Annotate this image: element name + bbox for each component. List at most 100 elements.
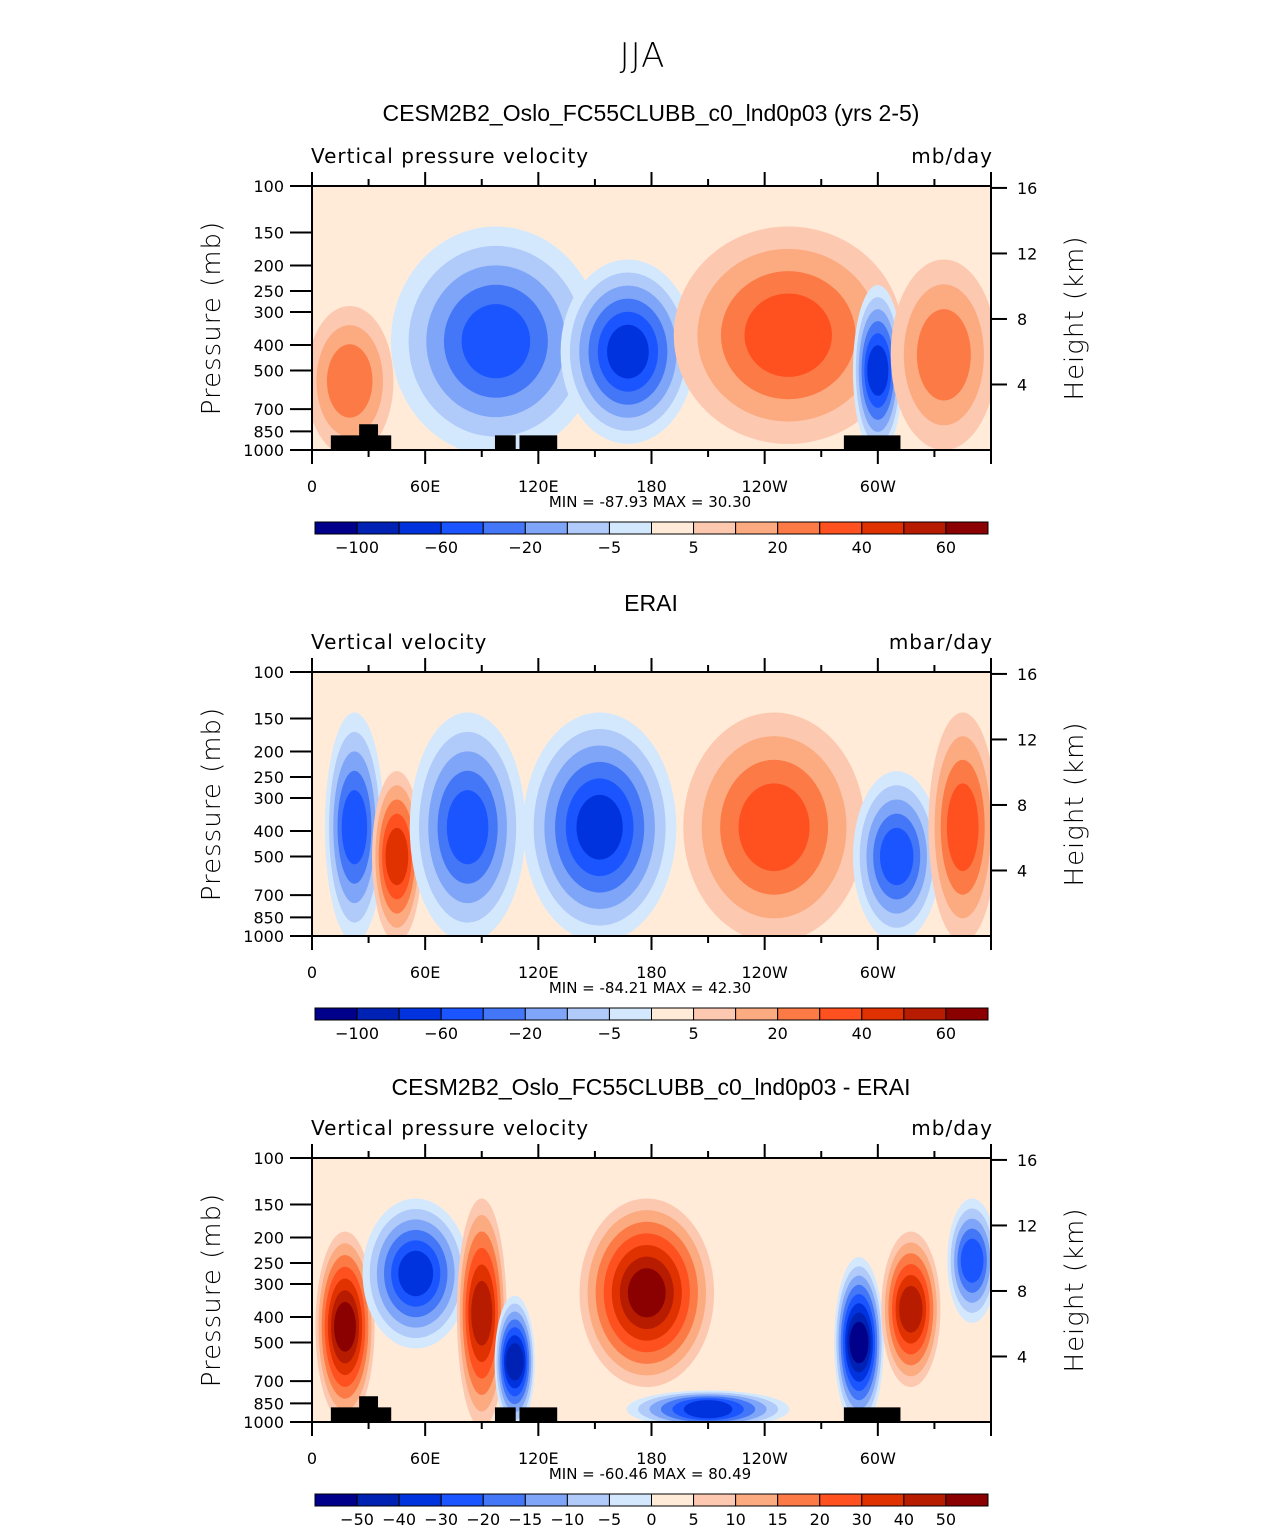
contour-region-1-band-5 bbox=[341, 790, 368, 865]
topography-block bbox=[368, 1407, 392, 1422]
y-axis-title: Pressure (mb) bbox=[197, 1193, 227, 1387]
colorbar-label: −15 bbox=[508, 1510, 542, 1529]
y2-tick-label: 16 bbox=[1017, 665, 1037, 684]
colorbar-swatch bbox=[903, 1493, 947, 1507]
colorbar-swatch bbox=[314, 521, 358, 535]
colorbar-swatch bbox=[608, 521, 652, 535]
colorbar-label: −20 bbox=[508, 538, 542, 557]
colorbar-swatch bbox=[482, 1007, 526, 1021]
x-tick-label: 120E bbox=[518, 1449, 559, 1468]
y2-tick-label: 12 bbox=[1017, 730, 1037, 749]
contour-fills bbox=[312, 226, 991, 450]
colorbar-swatch bbox=[861, 1007, 905, 1021]
colorbar-label: 40 bbox=[852, 538, 872, 557]
x-tick-label: 120E bbox=[518, 963, 559, 982]
panel-1-plot: 0 60E 120E 180 120W 60W 100 150 200 250 300 400 500 7… bbox=[197, 172, 1090, 511]
colorbar-label: 0 bbox=[646, 1510, 656, 1529]
colorbar-swatch bbox=[819, 1493, 863, 1507]
topography-block bbox=[843, 1407, 901, 1422]
panel-1-units-label: mb/day bbox=[911, 144, 993, 168]
colorbar-label: −60 bbox=[424, 538, 458, 557]
contour-region-3-band-6 bbox=[607, 324, 649, 379]
contour-region-6-band-5 bbox=[879, 827, 914, 886]
y-tick-label: 200 bbox=[253, 742, 284, 761]
topography-block bbox=[494, 435, 516, 450]
y-tick-label: 200 bbox=[253, 1228, 284, 1247]
colorbar-label: −5 bbox=[598, 538, 622, 557]
panel-1-variable-label: Vertical pressure velocity bbox=[311, 144, 590, 168]
colorbar-label: 60 bbox=[936, 1024, 956, 1043]
y-tick-label: 850 bbox=[253, 908, 284, 927]
colorbar-swatch bbox=[482, 521, 526, 535]
x-tick-label: 0 bbox=[307, 1449, 317, 1468]
colorbar-swatch bbox=[566, 1493, 610, 1507]
contour-region-8-band-6 bbox=[899, 1285, 923, 1333]
contour-region-1-band-7 bbox=[334, 1301, 356, 1352]
colorbar-label: 5 bbox=[688, 538, 698, 557]
colorbar-label: −5 bbox=[598, 1024, 622, 1043]
y-tick-label: 300 bbox=[253, 1275, 284, 1294]
x-tick-label: 60E bbox=[410, 963, 440, 982]
topography-block bbox=[843, 435, 901, 450]
colorbar-label: −40 bbox=[382, 1510, 416, 1529]
x-tick-label: 180 bbox=[636, 963, 667, 982]
y-tick-label: 1000 bbox=[243, 927, 284, 946]
y-tick-label: 150 bbox=[253, 709, 284, 728]
panel-3-plot: 0 60E 120E 180 120W 60W 100 150 200 250 300 400 500 7… bbox=[197, 1144, 1090, 1483]
colorbar-label: −20 bbox=[466, 1510, 500, 1529]
x-tick-label: 60E bbox=[410, 477, 440, 496]
colorbar-swatch bbox=[524, 1493, 568, 1507]
panel-2-title: ERAI bbox=[624, 590, 678, 616]
colorbar-label: −50 bbox=[340, 1510, 374, 1529]
colorbar-label: −20 bbox=[508, 1024, 542, 1043]
x-tick-label: 120W bbox=[741, 1449, 788, 1468]
panel-3-units-label: mb/day bbox=[911, 1116, 993, 1140]
y-tick-label: 300 bbox=[253, 303, 284, 322]
contour-region-5-band-6 bbox=[867, 345, 889, 396]
x-tick-label: 0 bbox=[307, 963, 317, 982]
colorbar-swatch bbox=[693, 1007, 737, 1021]
colorbar-label: 20 bbox=[768, 538, 788, 557]
y-tick-label: 700 bbox=[253, 1372, 284, 1391]
colorbar-label: −5 bbox=[598, 1510, 622, 1529]
topography-block bbox=[519, 1407, 558, 1422]
contour-region-5-band-7 bbox=[627, 1268, 666, 1318]
colorbar-label: 5 bbox=[688, 1024, 698, 1043]
y2-axis-title: Height (km) bbox=[1060, 1208, 1090, 1373]
contour-region-7-band-4 bbox=[946, 783, 979, 872]
y2-tick-label: 8 bbox=[1017, 310, 1027, 329]
x-tick-label: 120W bbox=[741, 963, 788, 982]
topography-block bbox=[368, 435, 392, 450]
x-tick-label: 60E bbox=[410, 1449, 440, 1468]
colorbar-swatch bbox=[608, 1493, 652, 1507]
colorbar-swatch bbox=[608, 1007, 652, 1021]
contour-region-3-band-6 bbox=[471, 1280, 493, 1346]
contour-region-6-band-3 bbox=[916, 309, 971, 401]
min-max-label: MIN = -84.21 MAX = 42.30 bbox=[549, 979, 751, 997]
colorbar-swatch bbox=[777, 1007, 821, 1021]
colorbar-swatch bbox=[861, 1493, 905, 1507]
colorbar-swatch bbox=[693, 521, 737, 535]
topography-block bbox=[519, 435, 558, 450]
contour-region-7-band-8 bbox=[849, 1321, 869, 1364]
y-tick-label: 250 bbox=[253, 1254, 284, 1273]
colorbar-label: −10 bbox=[550, 1510, 584, 1529]
colorbar-swatch bbox=[398, 521, 442, 535]
colorbar-label: 5 bbox=[688, 1510, 698, 1529]
colorbar-swatch bbox=[440, 1493, 484, 1507]
y-tick-label: 150 bbox=[253, 223, 284, 242]
y-tick-label: 500 bbox=[253, 848, 284, 867]
panel-3-variable-label: Vertical pressure velocity bbox=[311, 1116, 590, 1140]
colorbar-swatch bbox=[524, 1007, 568, 1021]
contour-fills bbox=[324, 712, 991, 936]
colorbar-swatch bbox=[735, 1493, 779, 1507]
panel-2-plot: 0 60E 120E 180 120W 60W 100 150 200 250 300 400 500 7… bbox=[197, 658, 1090, 997]
panel-2-units-label: mbar/day bbox=[888, 630, 993, 654]
y-tick-label: 850 bbox=[253, 1394, 284, 1413]
colorbar-swatch bbox=[945, 1493, 989, 1507]
contour-region-9-band-5 bbox=[960, 1238, 984, 1283]
contour-region-2-band-5 bbox=[385, 827, 409, 886]
y-tick-label: 850 bbox=[253, 422, 284, 441]
y-tick-label: 700 bbox=[253, 886, 284, 905]
colorbar-swatch bbox=[566, 1007, 610, 1021]
